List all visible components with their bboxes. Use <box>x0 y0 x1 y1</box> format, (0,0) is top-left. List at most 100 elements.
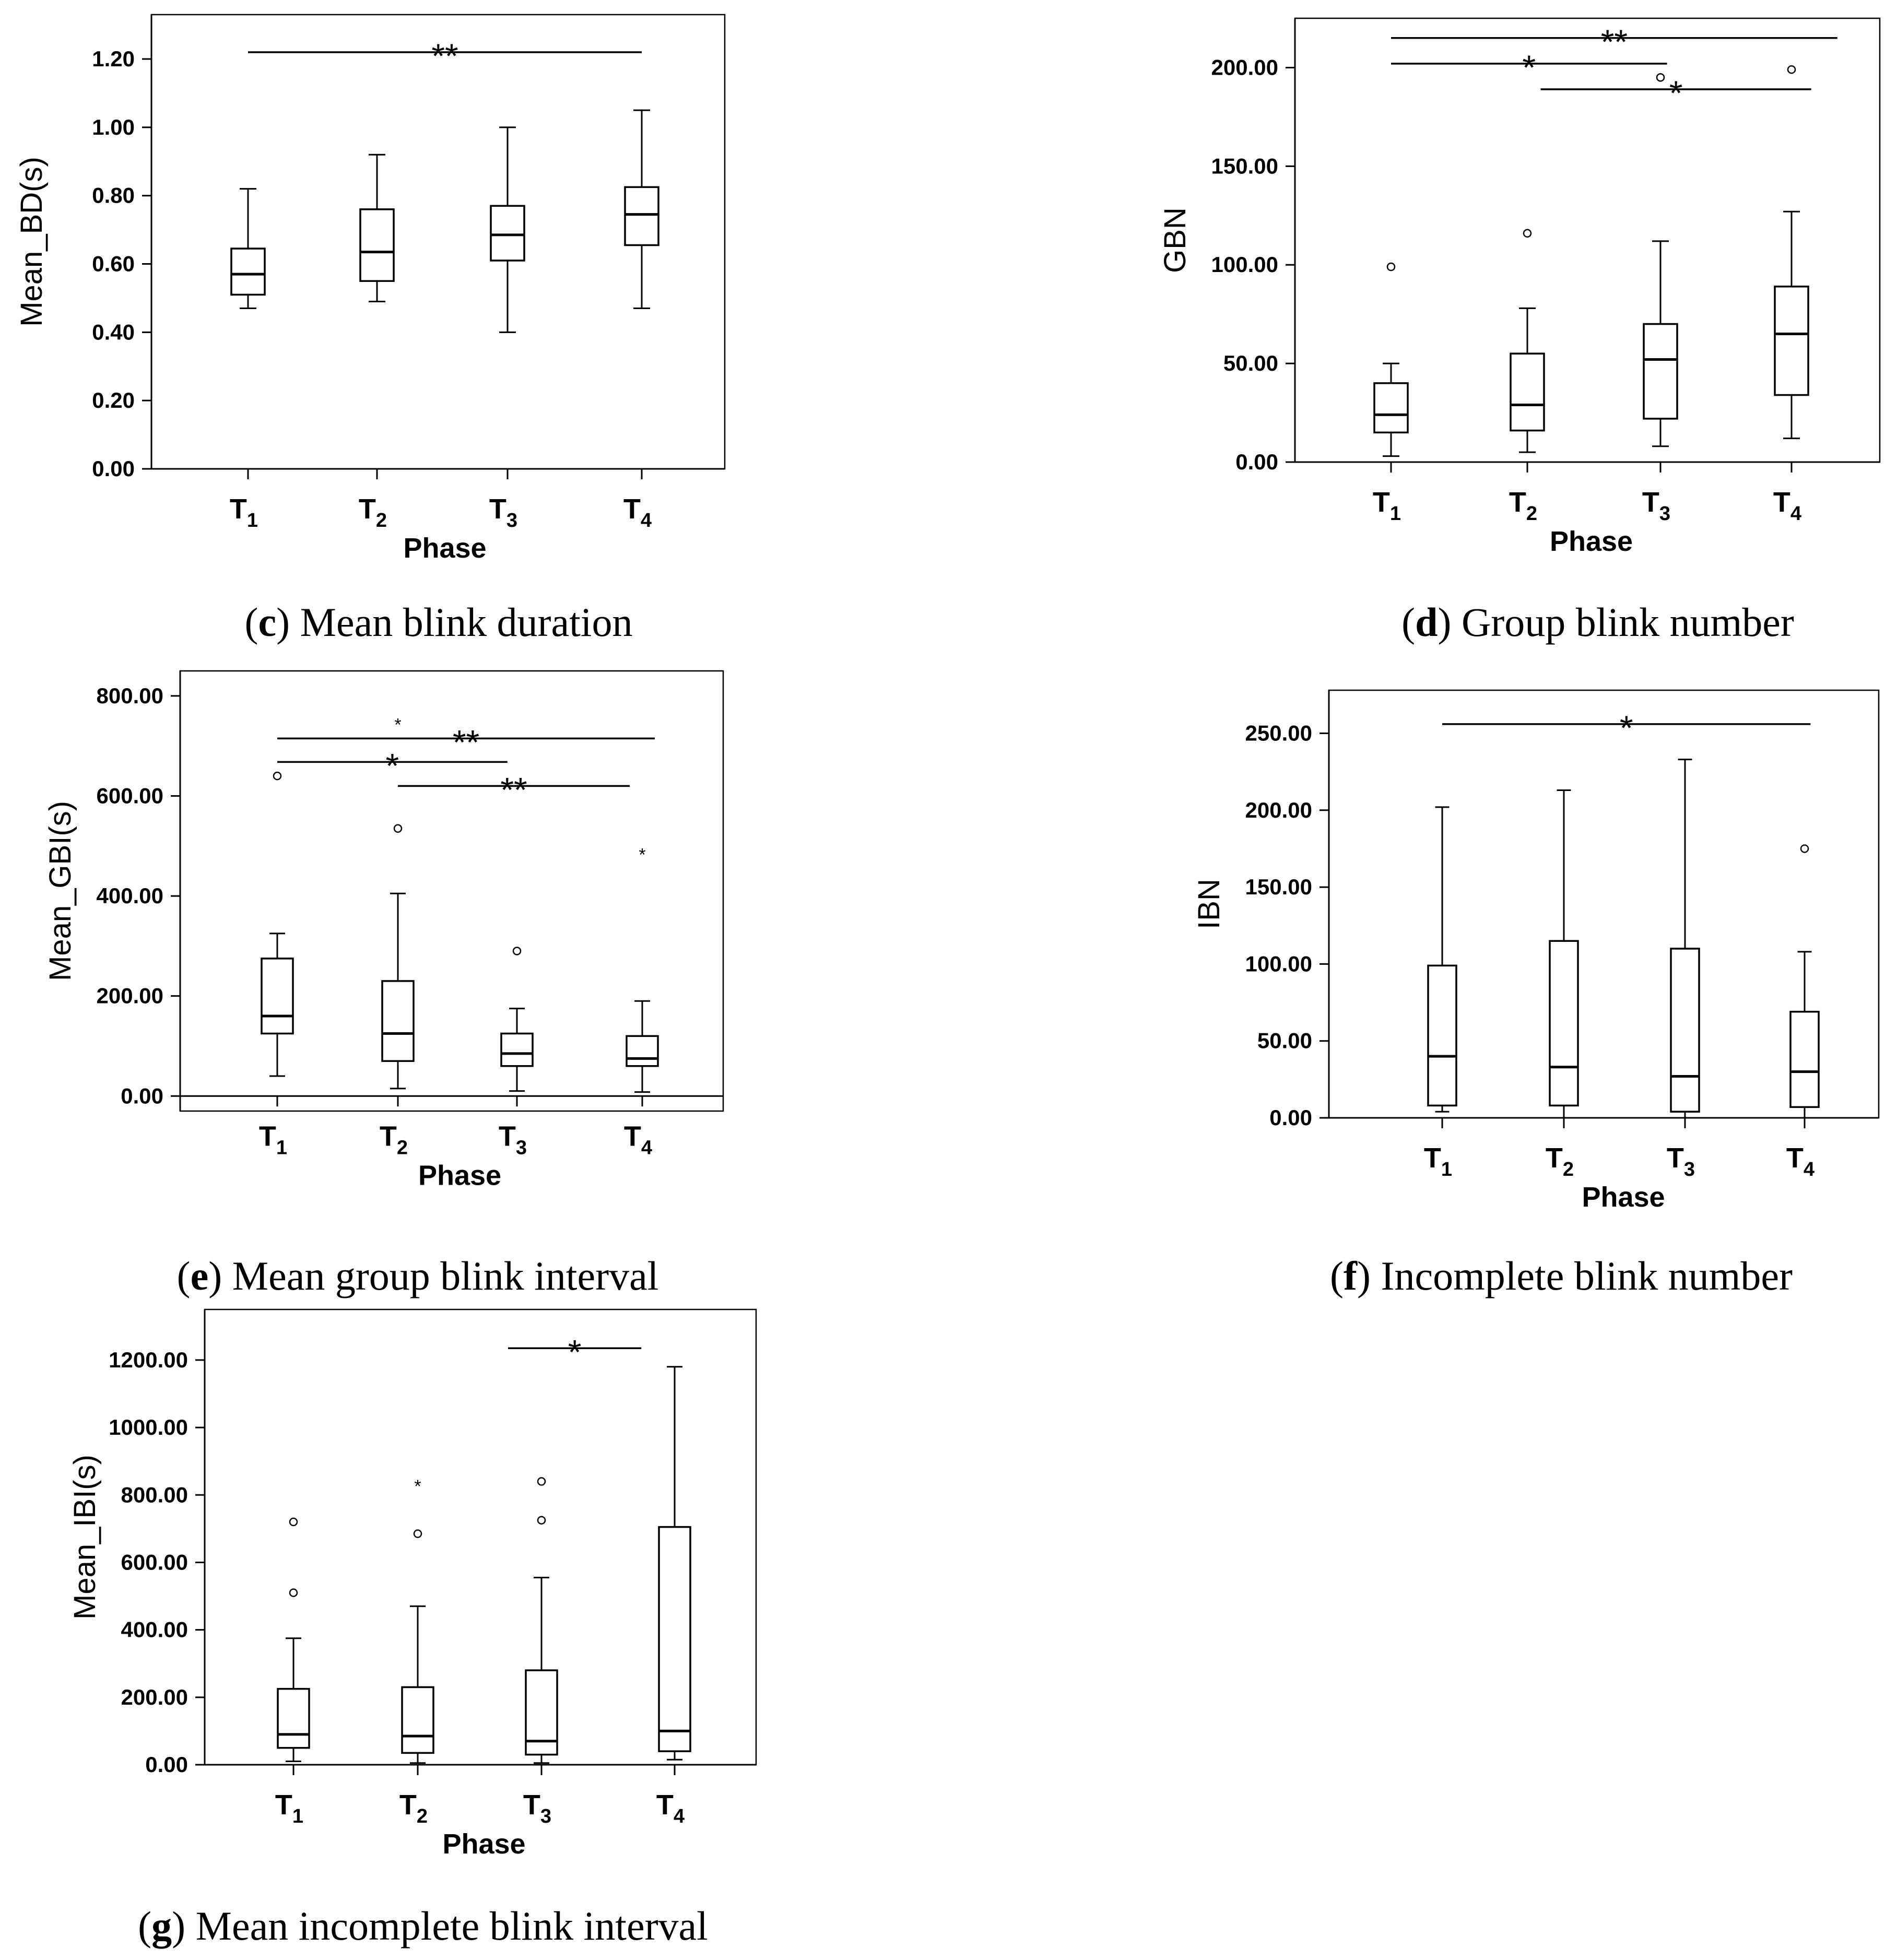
y-tick-label: 0.00 <box>121 1083 163 1108</box>
outlier-point <box>273 771 282 781</box>
caption-open-paren: ( <box>1330 1253 1344 1298</box>
y-tick-label: 0.00 <box>145 1752 188 1777</box>
significance-label: * <box>1522 48 1536 87</box>
caption-open-paren: ( <box>1401 599 1415 645</box>
y-tick-label: 1000.00 <box>109 1415 188 1439</box>
significance-bracket: * <box>1540 74 1811 112</box>
y-tick-label: 200.00 <box>97 984 163 1008</box>
x-tick-label-base: T <box>523 1789 540 1821</box>
x-tick-label-sub: 4 <box>1790 503 1801 525</box>
box-4 <box>1774 210 1809 440</box>
x-axis-title: Phase <box>418 1160 501 1191</box>
x-tick-label-base: T <box>259 1120 276 1152</box>
iqr-box <box>261 958 294 1035</box>
box-2 <box>1510 307 1545 453</box>
x-tick-label: T2 <box>399 1789 428 1827</box>
outlier-point <box>1656 73 1665 82</box>
x-tick-label-sub: 1 <box>276 1137 287 1159</box>
outlier-point <box>413 1529 422 1538</box>
caption-close-paren: ) <box>1438 599 1451 645</box>
x-tick-label-base: T <box>499 1120 516 1152</box>
caption-close-paren: ) <box>276 599 290 645</box>
caption-close-paren: ) <box>172 1903 185 1949</box>
x-tick-label: T1 <box>230 493 258 532</box>
x-axis-title: Phase <box>442 1828 525 1860</box>
caption-letter: d <box>1415 599 1438 645</box>
outlier-point <box>1523 229 1532 238</box>
x-tick-label-sub: 2 <box>417 1805 428 1827</box>
iqr-box <box>401 1686 434 1754</box>
caption-open-paren: ( <box>138 1903 151 1949</box>
significance-bracket: * <box>277 746 508 785</box>
x-tick-label: T1 <box>1424 1142 1452 1180</box>
iqr-box <box>1670 948 1700 1113</box>
y-tick-label: 800.00 <box>121 1482 188 1507</box>
x-tick-label-sub: 4 <box>641 1137 652 1159</box>
x-tick-label: T1 <box>275 1789 303 1827</box>
x-tick-label-base: T <box>359 493 376 525</box>
significance-bracket: ** <box>1391 22 1837 61</box>
x-tick-label-base: T <box>1667 1142 1684 1174</box>
significance-label: ** <box>500 770 527 809</box>
box-3 <box>1643 240 1678 447</box>
caption-open-paren: ( <box>177 1253 191 1298</box>
outlier-point <box>1386 262 1396 271</box>
significance-label: ** <box>1601 22 1628 61</box>
caption-text: Incomplete blink number <box>1371 1253 1793 1298</box>
x-axis-title: Phase <box>1550 526 1633 557</box>
significance-label: * <box>568 1332 582 1371</box>
x-tick-label: T3 <box>523 1789 551 1827</box>
x-axis-title: Phase <box>403 533 486 564</box>
caption-text: Group blink number <box>1451 599 1794 645</box>
box-4 <box>1789 951 1820 1119</box>
x-tick-label-base: T <box>1786 1142 1804 1174</box>
caption-letter: c <box>258 599 277 645</box>
x-tick-label-sub: 1 <box>1390 503 1401 525</box>
y-axis-title: GBN <box>1158 207 1192 273</box>
iqr-box <box>277 1687 310 1749</box>
iqr-box <box>1549 940 1579 1107</box>
box-3 <box>525 1577 558 1764</box>
x-tick-label: T4 <box>1786 1142 1815 1180</box>
x-tick-label-base: T <box>1509 487 1526 518</box>
significance-label: * <box>386 746 399 785</box>
significance-label: * <box>1620 709 1633 747</box>
x-tick-label: T1 <box>259 1120 287 1159</box>
caption-letter: f <box>1344 1253 1358 1298</box>
x-tick-label-sub: 4 <box>641 510 652 532</box>
y-tick-label: 0.00 <box>1235 450 1278 474</box>
panel-caption: (c) Mean blink duration <box>245 599 633 645</box>
x-tick-label: T4 <box>656 1789 685 1827</box>
outlier-point <box>537 1516 546 1525</box>
box-4 <box>658 1366 691 1761</box>
x-tick-label-base: T <box>624 1120 641 1152</box>
y-tick-label: 1200.00 <box>109 1348 188 1372</box>
x-tick-label: T4 <box>1773 487 1801 525</box>
x-tick-label-sub: 2 <box>1563 1159 1574 1180</box>
y-tick-label: 200.00 <box>1245 798 1312 822</box>
y-tick-label: 0.20 <box>92 388 135 412</box>
box-2 <box>1549 789 1579 1119</box>
x-tick-label: T3 <box>489 493 517 532</box>
panel-caption: (g) Mean incomplete blink interval <box>138 1903 708 1949</box>
caption-text: Mean incomplete blink interval <box>185 1903 708 1949</box>
significance-label: * <box>1669 74 1683 112</box>
x-tick-label-base: T <box>1373 487 1390 518</box>
x-tick-label-base: T <box>230 493 247 525</box>
y-tick-label: 0.00 <box>92 456 135 481</box>
iqr-box <box>359 208 395 282</box>
x-tick-label-base: T <box>275 1789 292 1821</box>
iqr-box <box>624 186 659 246</box>
x-tick-label-base: T <box>1642 487 1659 518</box>
box-1 <box>1427 806 1457 1113</box>
outlier-point <box>289 1517 298 1527</box>
y-tick-label: 400.00 <box>121 1617 188 1642</box>
y-tick-label: 100.00 <box>1245 951 1312 976</box>
x-tick-label-sub: 3 <box>540 1805 551 1827</box>
x-tick-label: T1 <box>1373 487 1401 525</box>
y-tick-label: 0.60 <box>92 252 135 276</box>
